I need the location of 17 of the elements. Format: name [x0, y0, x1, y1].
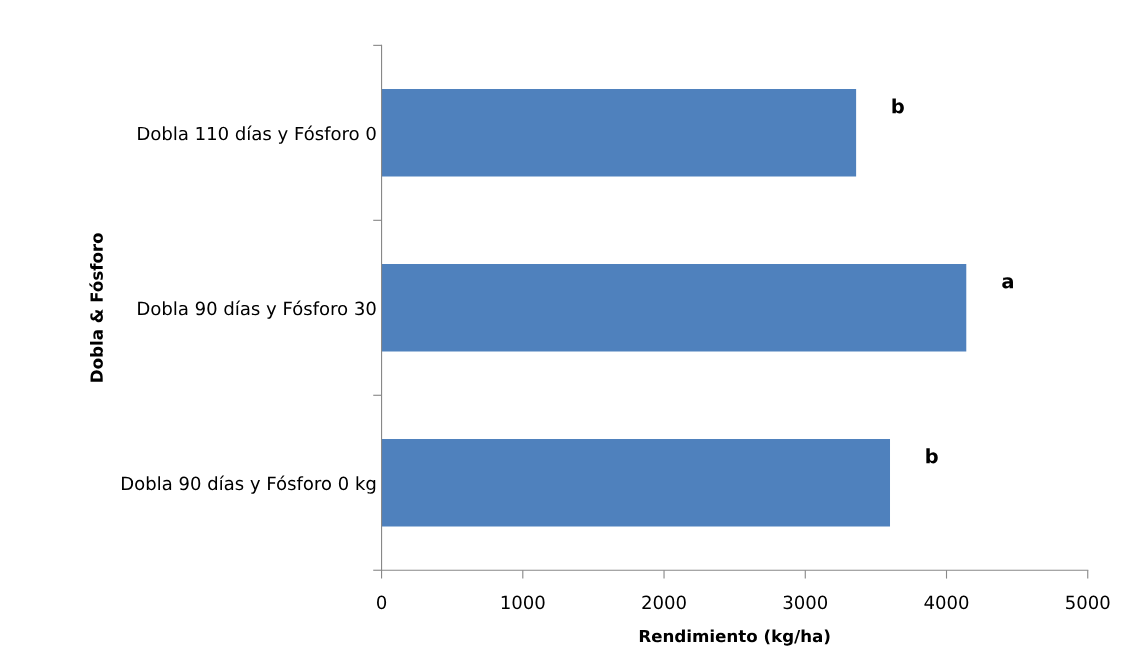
bar: [381, 264, 967, 352]
annotation: a: [1002, 277, 1013, 289]
y-tick-label: Dobla 110 días y Fósforo 0: [138, 125, 376, 144]
x-tick-label: 5000: [1066, 595, 1110, 610]
y-tick-label: Dobla 90 días y Fósforo 30: [138, 300, 376, 319]
annotation: b: [892, 98, 904, 114]
y-axis-title: Dobla & Fósforo: [89, 233, 103, 382]
x-tick-label: 3000: [783, 595, 828, 610]
bar: [381, 439, 891, 527]
y-tick-label: Dobla 90 días y Fósforo 0 kg: [122, 475, 376, 494]
x-tick-label: 2000: [642, 595, 686, 610]
x-tick-label: 0: [377, 595, 387, 610]
annotation: b: [926, 448, 938, 464]
bar: [381, 89, 857, 177]
x-tick-label: 1000: [501, 595, 545, 610]
x-axis-title: Rendimiento (kg/ha): [639, 629, 830, 646]
x-tick-label: 4000: [924, 595, 969, 610]
